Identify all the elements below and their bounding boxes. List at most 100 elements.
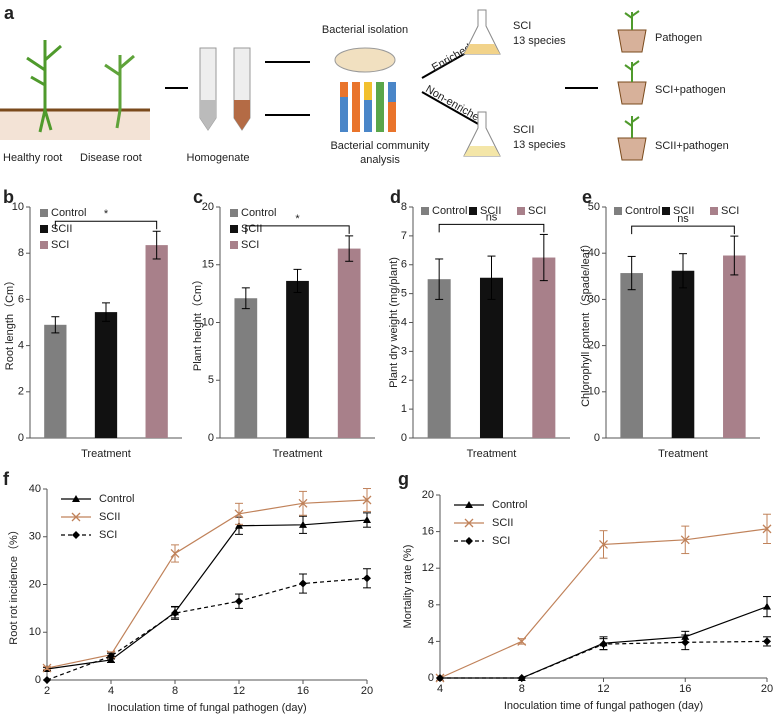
label: SCI+pathogen	[655, 84, 726, 96]
y-axis-label: Root rot incidence（%）	[7, 524, 20, 644]
legend-swatch	[710, 207, 718, 215]
label: Non-enriched	[423, 83, 486, 126]
legend-label: SCI	[528, 205, 546, 217]
y-tick-label: 2	[401, 374, 407, 386]
marker	[517, 636, 527, 646]
y-tick-label: 8	[401, 201, 407, 213]
y-tick-label: 10	[12, 201, 24, 213]
legend-label: SCI	[51, 239, 69, 251]
panel-label: e	[582, 187, 592, 207]
legend-swatch	[421, 207, 429, 215]
bar	[479, 277, 504, 438]
pots	[617, 29, 647, 161]
marker	[299, 520, 307, 528]
y-axis-label: Root length（Cm）	[3, 275, 16, 370]
bar	[145, 245, 168, 438]
error-bar	[102, 302, 110, 322]
bar	[337, 248, 361, 438]
bar	[427, 279, 451, 438]
y-axis-label: Mortality rate (%)	[402, 545, 414, 629]
marker	[171, 609, 179, 618]
bar	[620, 273, 643, 438]
y-tick-label: 0	[401, 432, 407, 444]
y-tick-label: 4	[18, 340, 24, 352]
y-tick-label: 2	[18, 386, 24, 398]
x-tick-label: 8	[172, 685, 178, 697]
y-tick-label: 6	[18, 293, 24, 305]
y-tick-label: 20	[588, 340, 600, 352]
marker	[107, 652, 115, 661]
legend-label: Control	[51, 207, 86, 219]
arrow	[421, 91, 481, 126]
label: analysis	[360, 154, 400, 166]
significance-label: ns	[677, 213, 689, 225]
bar	[234, 298, 258, 438]
legend-label: SCII	[99, 511, 120, 523]
significance-bracket	[631, 225, 735, 235]
soil	[0, 110, 150, 140]
legend-label: SCII	[241, 223, 262, 235]
legend-label: SCI	[241, 239, 259, 251]
legend-swatch	[230, 241, 238, 249]
panel-label: f	[3, 469, 10, 489]
label: SCI	[513, 20, 531, 32]
x-tick-label: 12	[597, 683, 609, 695]
marker	[298, 498, 308, 508]
plant	[26, 40, 62, 133]
label: 13 species	[513, 35, 566, 47]
y-tick-label: 16	[422, 526, 434, 538]
x-tick-label: 8	[519, 683, 525, 695]
seedlings	[624, 10, 640, 138]
label: Healthy root	[3, 152, 62, 164]
panel-a: a Healthy root Disease root Homogenate B…	[0, 3, 729, 166]
marker	[763, 637, 771, 646]
y-tick-label: 30	[29, 531, 41, 543]
y-tick-label: 30	[588, 293, 600, 305]
plant	[104, 54, 135, 129]
y-axis-label: Plant dry weight (mg/plant)	[388, 257, 400, 388]
x-axis-label: Treatment	[658, 448, 708, 460]
error-bar	[51, 316, 60, 334]
x-tick-label: 20	[761, 683, 773, 695]
marker	[71, 512, 81, 522]
legend-label: Control	[432, 205, 467, 217]
marker	[299, 579, 307, 588]
y-tick-label: 0	[35, 674, 41, 686]
marker	[72, 531, 80, 539]
x-axis-label: Inoculation time of fungal pathogen (day…	[504, 700, 703, 712]
legend-label: SCII	[673, 205, 694, 217]
marker	[464, 518, 474, 528]
y-tick-label: 10	[588, 386, 600, 398]
bar	[532, 257, 556, 438]
x-axis-label: Inoculation time of fungal pathogen (day…	[107, 702, 306, 714]
error-bar	[679, 253, 687, 289]
y-axis-label: Chlorophyll content（Spade/leaf）	[579, 238, 592, 407]
y-tick-label: 50	[588, 201, 600, 213]
significance-label: ns	[486, 211, 498, 223]
marker	[363, 516, 371, 524]
y-tick-label: 20	[202, 201, 214, 213]
y-tick-label: 8	[428, 599, 434, 611]
y-tick-label: 20	[29, 578, 41, 590]
marker	[517, 674, 526, 682]
error-bar	[293, 268, 302, 293]
label: SCII+pathogen	[655, 140, 729, 152]
error-bar	[539, 233, 548, 282]
y-tick-label: 15	[202, 259, 214, 271]
panel-label: a	[4, 3, 15, 23]
significance-label: *	[104, 208, 109, 220]
error-bar	[627, 255, 636, 291]
marker	[72, 495, 80, 502]
label: 13 species	[513, 139, 566, 151]
legend-label: SCII	[480, 205, 501, 217]
legend-swatch	[230, 225, 238, 233]
y-tick-label: 5	[208, 374, 214, 386]
bar	[723, 255, 746, 438]
legend-label: SCII	[51, 223, 72, 235]
marker	[234, 509, 244, 519]
marker	[599, 539, 608, 549]
marker	[43, 676, 51, 684]
y-tick-label: 0	[18, 432, 24, 444]
marker	[465, 537, 473, 545]
